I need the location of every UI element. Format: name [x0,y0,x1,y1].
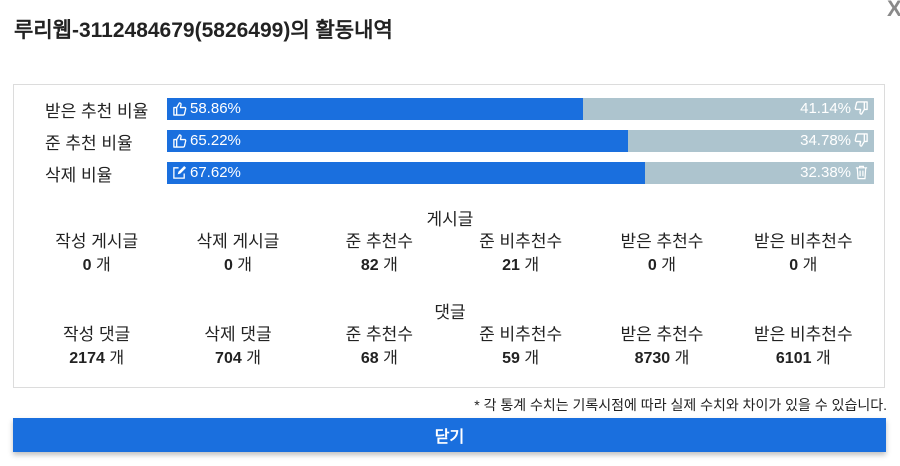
thumbs-down-icon [854,101,868,115]
ratio-left-value: 58.86% [190,100,241,117]
comments-section-title: 댓글 [434,303,466,322]
stat-item: 준 비추천수 21 개 [479,232,563,274]
thumbs-up-icon [173,102,187,116]
stat-item: 받은 비추천수 6101 개 [754,325,853,367]
stat-item: 준 추천수 68 개 [345,325,413,367]
stat-item: 작성 게시글 0 개 [55,232,139,274]
stat-item: 받은 추천수 8730 개 [620,325,704,367]
ratio-left-value: 67.62% [190,164,241,181]
ratio-bar-fill [167,162,646,184]
stat-item: 준 추천수 82 개 [345,232,413,274]
stat-item: 삭제 게시글 0 개 [196,232,280,274]
stat-item: 삭제 댓글 704 개 [204,325,272,367]
ratio-label: 삭제 비율 [45,166,113,185]
stat-item: 받은 비추천수 0 개 [754,232,853,274]
posts-section-title: 게시글 [426,210,474,229]
stat-item: 준 비추천수 59 개 [479,325,563,367]
edit-icon [173,165,187,179]
trash-icon [855,165,868,180]
comments-stats: 작성 댓글 2174 개 삭제 댓글 704 개 준 추천수 68 개 준 비추… [26,323,874,371]
ratio-right-value: 34.78% [800,132,851,149]
disclaimer-note: * 각 통계 수치는 기록시점에 따라 실제 수치와 차이가 있을 수 있습니다… [474,397,887,413]
ratio-right-value: 32.38% [800,164,851,181]
ratio-row-given-recommend: 준 추천 비율 65.22% 34.78% [14,130,886,153]
ratio-bar-fill [167,130,629,152]
stat-item: 작성 댓글 2174 개 [63,325,131,367]
thumbs-up-icon [173,134,187,148]
dialog-title: 루리웹-3112484679(5826499)의 활동내역 [14,19,393,42]
activity-panel: 받은 추천 비율 58.86% 41.14% 준 추천 비율 65.22% 34… [13,84,885,388]
ratio-bar: 58.86% 41.14% [167,98,874,120]
ratio-bar: 67.62% 32.38% [167,162,874,184]
ratio-bar: 65.22% 34.78% [167,130,874,152]
ratio-label: 받은 추천 비율 [45,102,149,121]
ratio-row-delete: 삭제 비율 67.62% 32.38% [14,162,886,185]
thumbs-down-icon [854,133,868,147]
stat-item: 받은 추천수 0 개 [620,232,704,274]
ratio-left-value: 65.22% [190,132,241,149]
close-icon[interactable]: X [887,0,900,21]
ratio-label: 준 추천 비율 [45,134,133,153]
ratio-bar-fill [167,98,584,120]
ratio-right-value: 41.14% [800,100,851,117]
close-button[interactable]: 닫기 [13,418,886,452]
ratio-row-received-recommend: 받은 추천 비율 58.86% 41.14% [14,98,886,121]
posts-stats: 작성 게시글 0 개 삭제 게시글 0 개 준 추천수 82 개 준 비추천수 … [26,230,874,278]
